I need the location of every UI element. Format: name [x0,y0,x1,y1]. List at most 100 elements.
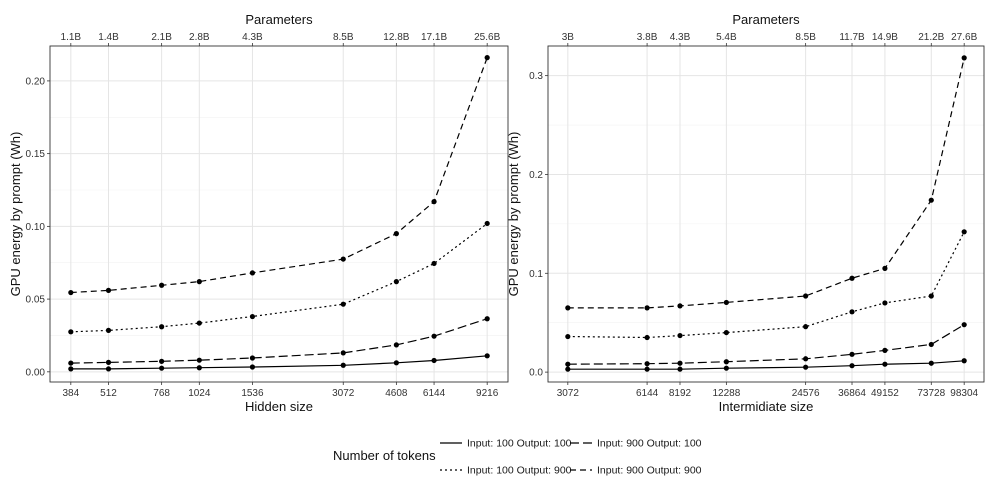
data-point [677,303,683,309]
x-tick-label: 9216 [476,388,499,399]
data-point [68,360,74,366]
x-tick-label: 12288 [712,388,740,399]
legend-entry-label: Input: 900 Output: 100 [597,438,702,450]
top-tick-label: 17.1B [421,32,447,43]
top-tick-label: 14.9B [872,32,898,43]
legend-title: Number of tokens [333,448,436,463]
data-point [565,366,571,372]
data-point [928,293,934,299]
series-line [70,223,488,333]
data-point [393,279,399,285]
top-tick-label: 4.3B [242,32,263,43]
data-point [644,366,650,372]
top-tick-label: 11.7B [839,32,865,43]
top-tick-label: 5.4B [716,32,737,43]
data-point [340,362,346,368]
data-point [849,351,855,357]
data-point [849,363,855,369]
series-line [70,318,488,364]
x-tick-label: 24576 [792,388,820,399]
data-point [196,320,202,326]
data-point [882,265,888,271]
data-point [849,309,855,315]
data-point [249,313,256,320]
x-tick-label: 512 [100,388,117,399]
top-tick-label: 3.8B [637,32,658,43]
plot-frame [547,45,985,383]
data-point [723,365,729,371]
data-point [961,55,967,61]
data-point [484,353,490,359]
left-panel: 0.00 0.05 0.10 0.15 0.20 384 1.1B 512 1.4B 768 2.1… [8,12,509,414]
data-point [340,350,346,356]
data-point [68,329,74,335]
data-point [723,299,729,306]
data-point [849,275,855,281]
legend: Number of tokens Input: 100 Output: 100 I… [333,438,702,477]
data-point [882,361,888,367]
data-point [105,359,112,365]
x-tick-label: 8192 [669,388,692,399]
data-point [677,366,683,372]
data-point [340,301,346,307]
data-point [961,322,967,328]
top-tick-label: 2.8B [189,32,210,43]
legend-entry-label: Input: 100 Output: 100 [467,438,572,450]
data-point [961,358,967,364]
data-point [340,256,346,262]
plot-frame [49,45,509,383]
data-point [644,305,650,311]
y-tick-label: 0.10 [26,222,46,233]
data-point [105,287,112,293]
y-tick-label: 0.0 [529,368,543,379]
data-point [961,229,967,235]
x-tick-label: 73728 [917,388,945,399]
x-tick-label: 36864 [838,388,866,399]
legend-entry-label: Input: 900 Output: 900 [597,465,702,477]
top-tick-label: 25.6B [474,32,500,43]
data-point [159,282,165,288]
data-point [644,334,650,341]
top-axis-title: Parameters [245,12,313,27]
data-point [431,357,437,364]
data-point [159,365,165,371]
data-point [677,360,683,366]
y-tick-label: 0.20 [26,76,46,87]
y-tick-label: 0.2 [529,170,543,181]
data-point [431,199,437,205]
top-tick-label: 12.8B [383,32,409,43]
data-point [431,260,437,267]
data-point [431,333,437,339]
data-point [803,356,809,362]
data-point [565,305,571,311]
y-tick-label: 0.3 [529,71,543,82]
data-point [68,366,74,372]
data-point [393,342,399,348]
data-point [196,365,202,371]
data-point [484,316,490,322]
x-tick-label: 3072 [332,388,355,399]
y-axis-title: GPU energy by prompt (Wh) [506,132,521,297]
series-line [567,57,965,309]
data-point [803,364,809,370]
data-point [484,220,490,227]
top-tick-label: 8.5B [795,32,816,43]
right-panel: 0.0 0.1 0.2 0.3 3072 3B 6144 3.8B 8192 4.3B 12288 5… [506,12,985,414]
top-tick-label: 4.3B [670,32,691,43]
legend-entry-label: Input: 100 Output: 900 [467,465,572,477]
data-point [723,329,729,336]
y-tick-label: 0.05 [26,295,46,306]
data-point [723,359,729,365]
data-point [803,324,809,330]
x-axis-title: Hidden size [245,399,313,414]
x-tick-label: 6144 [636,388,659,399]
data-point [928,341,934,348]
data-point [68,289,74,296]
x-tick-label: 384 [62,388,79,399]
data-point [644,361,650,367]
data-point [159,358,165,364]
x-tick-label: 6144 [423,388,446,399]
x-tick-label: 1536 [241,388,264,399]
